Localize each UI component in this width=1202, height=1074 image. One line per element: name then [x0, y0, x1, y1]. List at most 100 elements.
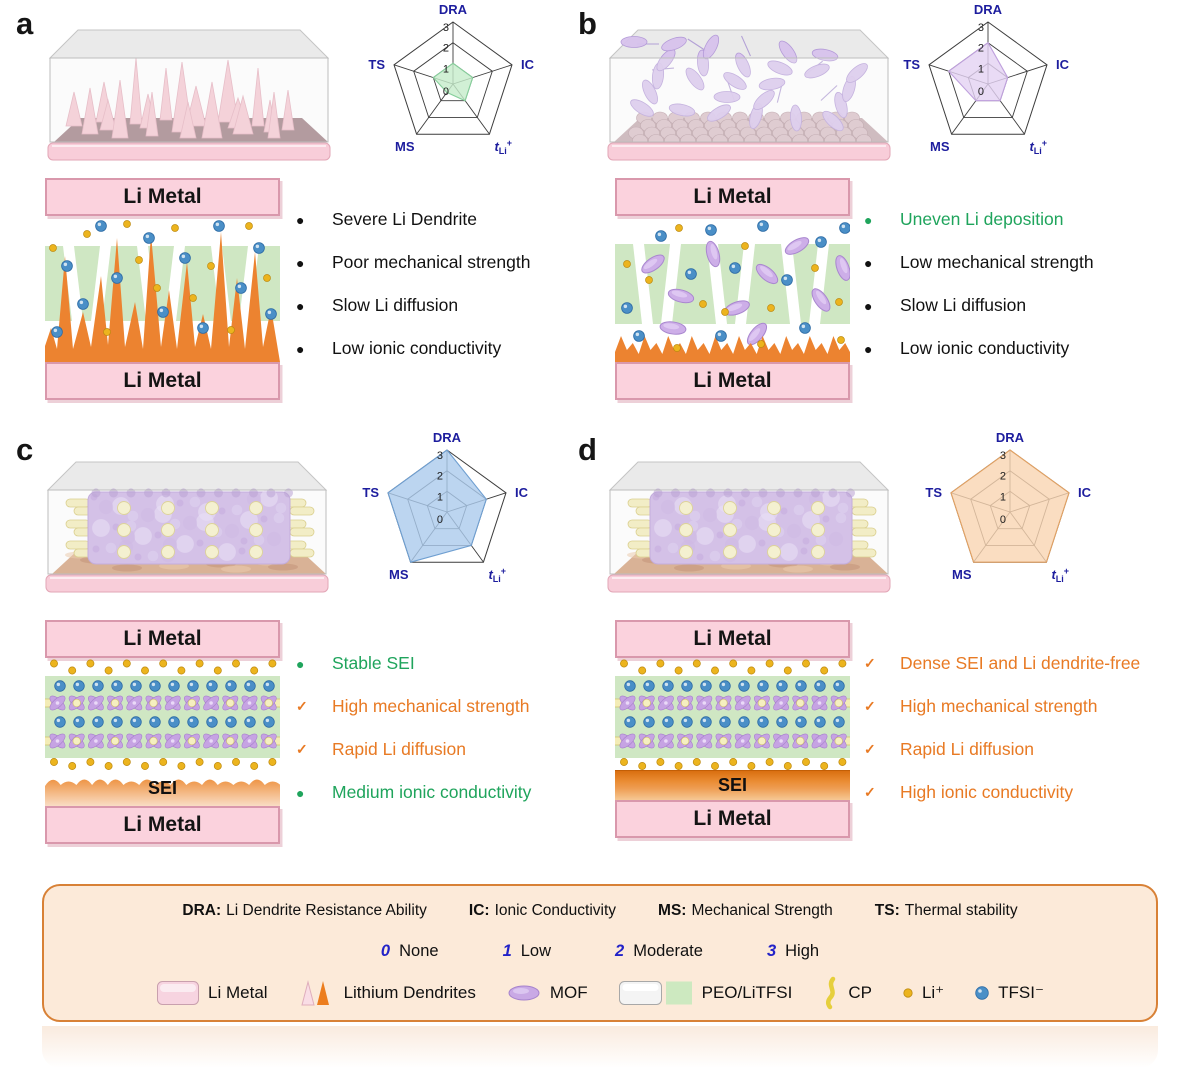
- scale-3: 3 High: [766, 942, 820, 960]
- bullet-marker: ●: [864, 211, 873, 228]
- svg-text:DRA: DRA: [433, 430, 462, 445]
- legend-cp: CP: [822, 976, 872, 1010]
- svg-text:IC: IC: [521, 57, 535, 72]
- peo-litfsi-swatch-icon: [618, 979, 694, 1007]
- li-metal-electrode-top: Li Metal: [45, 178, 280, 216]
- li-metal-electrode-bottom: Li Metal: [45, 362, 280, 400]
- svg-text:3: 3: [443, 22, 449, 34]
- svg-text:IC: IC: [1056, 57, 1070, 72]
- svg-text:1: 1: [978, 63, 984, 75]
- radar-scale-key: 0 None 1 Low 2 Moderate 3 High: [44, 942, 1156, 961]
- svg-text:0: 0: [443, 86, 449, 98]
- svg-text:IC: IC: [515, 485, 529, 500]
- bullet-marker: ●: [864, 254, 873, 271]
- svg-text:3: 3: [437, 450, 443, 462]
- svg-text:0: 0: [1000, 514, 1006, 526]
- svg-text:2: 2: [443, 43, 449, 55]
- feature-item: ● Medium ionic conductivity: [296, 771, 601, 814]
- radar-chart-d: 0 1 2 3 DRA IC tLi+ MS TS: [915, 424, 1105, 602]
- svg-text:MS: MS: [930, 139, 950, 154]
- feature-item: ✓ Rapid Li diffusion: [864, 728, 1169, 771]
- svg-text:1: 1: [437, 491, 443, 503]
- feature-text: Rapid Li diffusion: [900, 739, 1034, 759]
- check-marker: ✓: [864, 698, 876, 714]
- svg-text:IC: IC: [1078, 485, 1092, 500]
- li-metal-electrode-top: Li Metal: [615, 178, 850, 216]
- illustration-mof-flakes-box: [598, 14, 898, 171]
- svg-text:3: 3: [1000, 450, 1006, 462]
- feature-text: Low mechanical strength: [900, 252, 1094, 272]
- feature-item: ● Low mechanical strength: [864, 241, 1169, 284]
- scale-1: 1 Low: [502, 942, 552, 960]
- li-metal-electrode-bottom: Li Metal: [615, 362, 850, 400]
- schematic-d: Li Metal SEI Li Metal: [605, 620, 860, 838]
- feature-item: ● Poor mechanical strength: [296, 241, 601, 284]
- panel-label-b: b: [578, 6, 597, 41]
- svg-text:tLi+: tLi+: [488, 566, 506, 584]
- electrolyte-zone: [605, 658, 860, 770]
- feature-text: Medium ionic conductivity: [332, 782, 532, 802]
- schematic-c: Li Metal SEI Li Metal: [35, 620, 290, 844]
- svg-text:TS: TS: [368, 57, 385, 72]
- feature-item: ✓ High mechanical strength: [296, 685, 601, 728]
- feature-item: ● Stable SEI: [296, 642, 601, 685]
- mof-icon: [506, 983, 542, 1003]
- bullet-marker: ●: [864, 340, 873, 357]
- feature-text: Uneven Li deposition: [900, 209, 1064, 229]
- feature-text: Slow Li diffusion: [332, 295, 459, 315]
- sei-layer: SEI: [615, 770, 850, 800]
- svg-text:DRA: DRA: [974, 2, 1003, 17]
- illustration-membrane-box-dense: [598, 446, 898, 603]
- feature-text: High mechanical strength: [332, 696, 530, 716]
- legend-box: DRA: Li Dendrite Resistance Ability IC: Io…: [42, 884, 1158, 1022]
- legend-li-metal: Li Metal: [156, 980, 268, 1006]
- svg-text:tLi+: tLi+: [1029, 138, 1047, 156]
- bullet-marker: ●: [296, 784, 305, 801]
- feature-text: Poor mechanical strength: [332, 252, 531, 272]
- svg-text:TS: TS: [362, 485, 379, 500]
- bullet-marker: ●: [296, 297, 305, 314]
- svg-text:TS: TS: [925, 485, 942, 500]
- sei-layer: SEI: [45, 770, 281, 806]
- scale-0: 0 None: [380, 942, 439, 960]
- electrolyte-zone: [35, 658, 290, 770]
- feature-text: Dense SEI and Li dendrite-free: [900, 653, 1141, 673]
- li-ion-icon: [902, 987, 914, 999]
- svg-text:tLi+: tLi+: [1051, 566, 1069, 584]
- feature-text: High mechanical strength: [900, 696, 1098, 716]
- check-marker: ✓: [296, 698, 308, 714]
- svg-text:3: 3: [978, 22, 984, 34]
- svg-text:MS: MS: [389, 567, 409, 582]
- feature-list-c: ● Stable SEI ✓ High mechanical strength ✓ R…: [296, 642, 601, 814]
- feature-text: Stable SEI: [332, 653, 415, 673]
- li-metal-swatch-icon: [156, 980, 200, 1006]
- legend-li-ion: Li⁺: [902, 983, 944, 1003]
- abbreviation-definitions: DRA: Li Dendrite Resistance Ability IC: Io…: [44, 902, 1156, 920]
- bullet-marker: ●: [296, 340, 305, 357]
- cp-icon: [822, 976, 840, 1010]
- feature-item: ✓ Rapid Li diffusion: [296, 728, 601, 771]
- svg-text:TS: TS: [903, 57, 920, 72]
- feature-text: High ionic conductivity: [900, 782, 1074, 802]
- illustration-dendrite-box: [38, 14, 338, 171]
- legend-mof: MOF: [506, 983, 588, 1003]
- definition-dra: DRA: Li Dendrite Resistance Ability: [182, 902, 427, 919]
- illustration-membrane-box: [36, 446, 336, 603]
- feature-item: ● Slow Li diffusion: [296, 284, 601, 327]
- schematic-b: Li Metal Li Metal: [615, 178, 852, 400]
- feature-item: ✓ High ionic conductivity: [864, 771, 1169, 814]
- panel-label-c: c: [16, 432, 34, 467]
- svg-text:MS: MS: [952, 567, 972, 582]
- check-marker: ✓: [864, 741, 876, 757]
- bullet-marker: ●: [864, 297, 873, 314]
- feature-item: ● Slow Li diffusion: [864, 284, 1169, 327]
- check-marker: ✓: [296, 741, 308, 757]
- li-metal-electrode-top: Li Metal: [45, 620, 280, 658]
- radar-chart-a: 0 1 2 3 DRA IC tLi+ MS TS: [358, 0, 548, 174]
- feature-item: ● Uneven Li deposition: [864, 198, 1169, 241]
- feature-item: ✓ High mechanical strength: [864, 685, 1169, 728]
- bullet-marker: ●: [296, 655, 305, 672]
- sei-label: SEI: [717, 775, 747, 795]
- svg-text:MS: MS: [395, 139, 415, 154]
